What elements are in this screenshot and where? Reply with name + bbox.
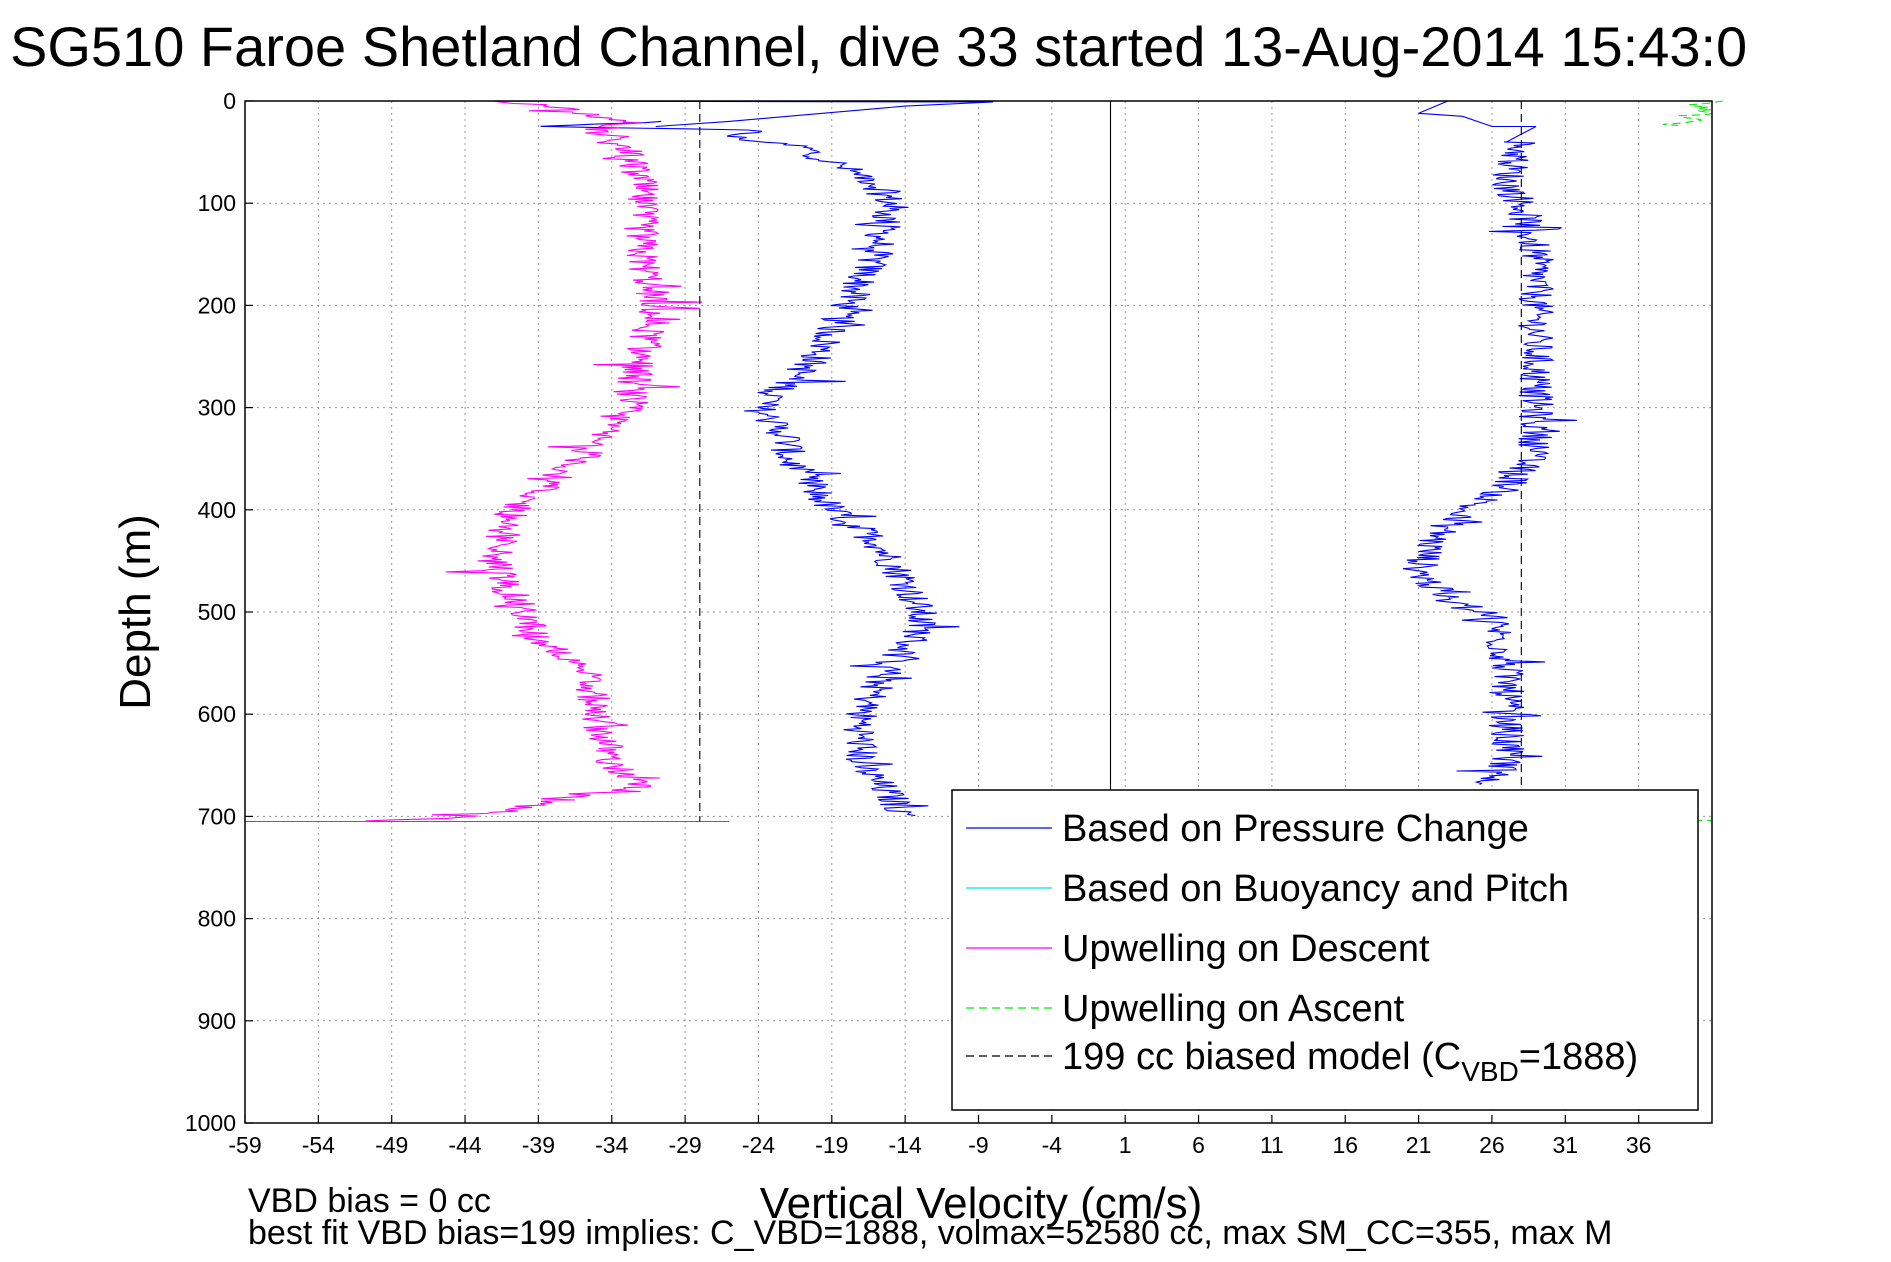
legend-label: Based on Buoyancy and Pitch — [1062, 868, 1569, 910]
y-tick-labels: 0 100 200 300 400 500 600 700 800 900 1000 — [185, 88, 236, 1136]
x-tick-label: -34 — [595, 1132, 628, 1158]
x-tick-label: -49 — [375, 1132, 408, 1158]
x-tick-label: -54 — [302, 1132, 335, 1158]
series-line — [1402, 141, 1578, 785]
y-axis-label: Depth (m) — [111, 514, 160, 710]
legend-label: Upwelling on Ascent — [1062, 988, 1405, 1030]
y-tick-label: 600 — [198, 701, 236, 727]
series-line — [1662, 100, 1723, 127]
x-tick-label: 6 — [1192, 1132, 1205, 1158]
series-layer — [245, 100, 1723, 823]
x-tick-label: 1 — [1119, 1132, 1132, 1158]
x-tick-label: -4 — [1042, 1132, 1063, 1158]
x-tick-label: -9 — [968, 1132, 988, 1158]
y-tick-label: 500 — [198, 599, 236, 625]
x-tick-label: -24 — [742, 1132, 775, 1158]
y-tick-label: 0 — [223, 88, 236, 114]
x-tick-label: -59 — [228, 1132, 261, 1158]
legend-label: 199 cc biased model (CVBD=1888) — [1062, 1036, 1638, 1087]
y-tick-label: 200 — [198, 292, 236, 318]
legend-label-part: =1888) — [1519, 1036, 1638, 1078]
x-tick-label: 11 — [1260, 1132, 1284, 1158]
legend-label: Based on Pressure Change — [1062, 808, 1529, 850]
x-tick-label: -19 — [815, 1132, 848, 1158]
series-line — [540, 120, 960, 817]
x-tick-label: -14 — [889, 1132, 922, 1158]
x-tick-label: 31 — [1553, 1132, 1579, 1158]
chart-title: SG510 Faroe Shetland Channel, dive 33 st… — [10, 15, 1747, 78]
x-axis-label: Vertical Velocity (cm/s) — [760, 1179, 1203, 1228]
series-line — [365, 100, 703, 822]
x-tick-label: 16 — [1332, 1132, 1358, 1158]
plot-frame — [244, 100, 1713, 1124]
y-tick-label: 700 — [198, 803, 236, 829]
y-tick-label: 100 — [198, 190, 236, 216]
legend-label: Upwelling on Descent — [1062, 928, 1430, 970]
x-tick-label: -29 — [668, 1132, 701, 1158]
vbd-bias-note: VBD bias = 0 cc — [248, 1182, 491, 1220]
x-tick-labels: -59 -54 -49 -44 -39 -34 -29 -24 -19 -14 -9 -4 1 6 11 16… — [228, 1132, 1651, 1158]
series-line — [494, 100, 994, 128]
series-line — [1418, 100, 1537, 143]
legend-box — [951, 789, 1699, 1111]
y-tick-label: 1000 — [185, 1110, 236, 1136]
x-tick-label: 36 — [1626, 1132, 1652, 1158]
y-tick-label: 800 — [198, 906, 236, 932]
legend: Based on Pressure Change Based on Buoyanc… — [951, 789, 1699, 1111]
x-tick-label: 26 — [1479, 1132, 1505, 1158]
x-tick-label: 21 — [1406, 1132, 1432, 1158]
y-tick-label: 900 — [198, 1008, 236, 1034]
legend-label-part: 199 cc biased model (C — [1062, 1036, 1461, 1078]
y-tick-label: 300 — [198, 395, 236, 421]
y-tick-label: 400 — [198, 497, 236, 523]
x-tick-label: -39 — [522, 1132, 555, 1158]
best-fit-note: best fit VBD bias=199 implies: C_VBD=188… — [248, 1214, 1612, 1252]
x-tick-label: -44 — [448, 1132, 481, 1158]
legend-label-subscript: VBD — [1461, 1056, 1519, 1087]
